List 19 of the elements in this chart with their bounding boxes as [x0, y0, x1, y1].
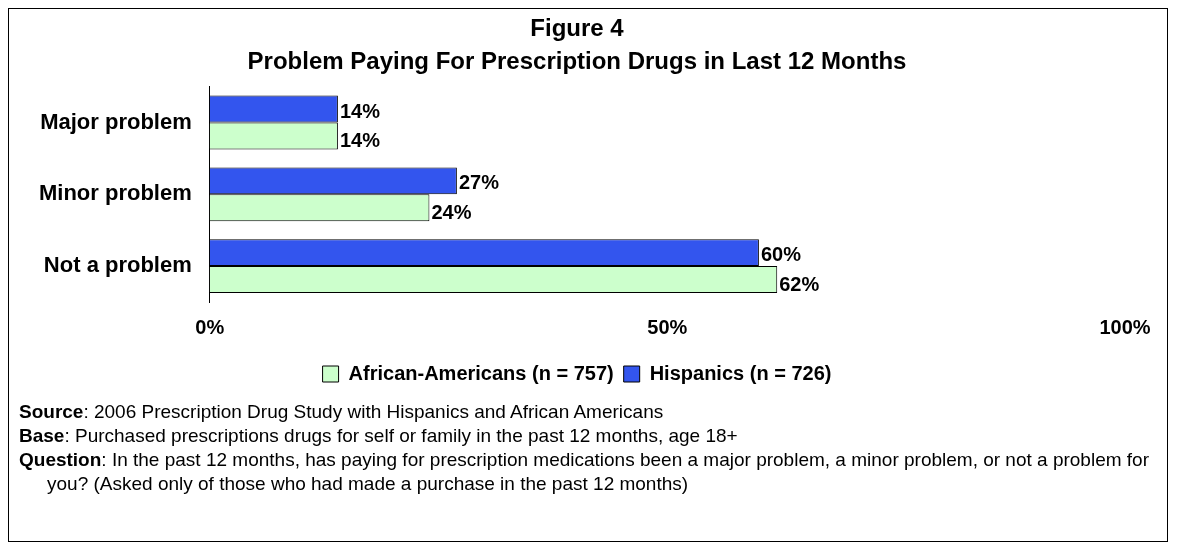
- data-label: 60%: [760, 243, 802, 266]
- text: Question: In the past 12 months, has paying for prescription medications been a major problem, a minor problem, or not a problem for you? (Asked only of those who had made a purchase in the past 12 months): [19, 449, 1149, 494]
- data-label: 24%: [431, 201, 472, 224]
- legend-label: African-Americans (n = 757): [348, 361, 614, 384]
- x-tick-label: 0%: [195, 315, 225, 338]
- legend-label: Hispanics (n = 726): [649, 361, 832, 384]
- data-label: 14%: [339, 129, 381, 152]
- y-tick-label: Not a problem: [43, 252, 192, 278]
- data-label: 62%: [779, 273, 820, 296]
- chart-title: Figure 4: [530, 14, 625, 42]
- chart-subtitle: Problem Paying For Prescription Drugs in Last 12 Months: [247, 46, 907, 74]
- x-tick-label: 100%: [1099, 315, 1151, 338]
- y-tick-label: Major problem: [40, 108, 192, 134]
- x-tick-label: 50%: [647, 315, 688, 338]
- data-label: 14%: [339, 99, 381, 122]
- text: Base: Purchased prescriptions drugs for self or family in the past 12 months, age 18+: [19, 425, 738, 446]
- source-note: Source: 2006 Prescription Drug Study with Hispanics and African Americans: [19, 401, 664, 422]
- data-label: 27%: [458, 171, 500, 194]
- y-tick-label: Minor problem: [38, 180, 192, 206]
